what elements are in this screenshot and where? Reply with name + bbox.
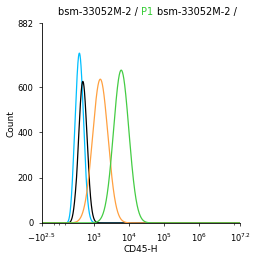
Text: bsm-33052M-2 /: bsm-33052M-2 / <box>157 7 240 17</box>
Y-axis label: Count: Count <box>7 110 16 137</box>
Text: bsm-33052M-2 /: bsm-33052M-2 / <box>58 7 141 17</box>
Text: P1: P1 <box>141 7 153 17</box>
X-axis label: CD45-H: CD45-H <box>124 245 158 254</box>
